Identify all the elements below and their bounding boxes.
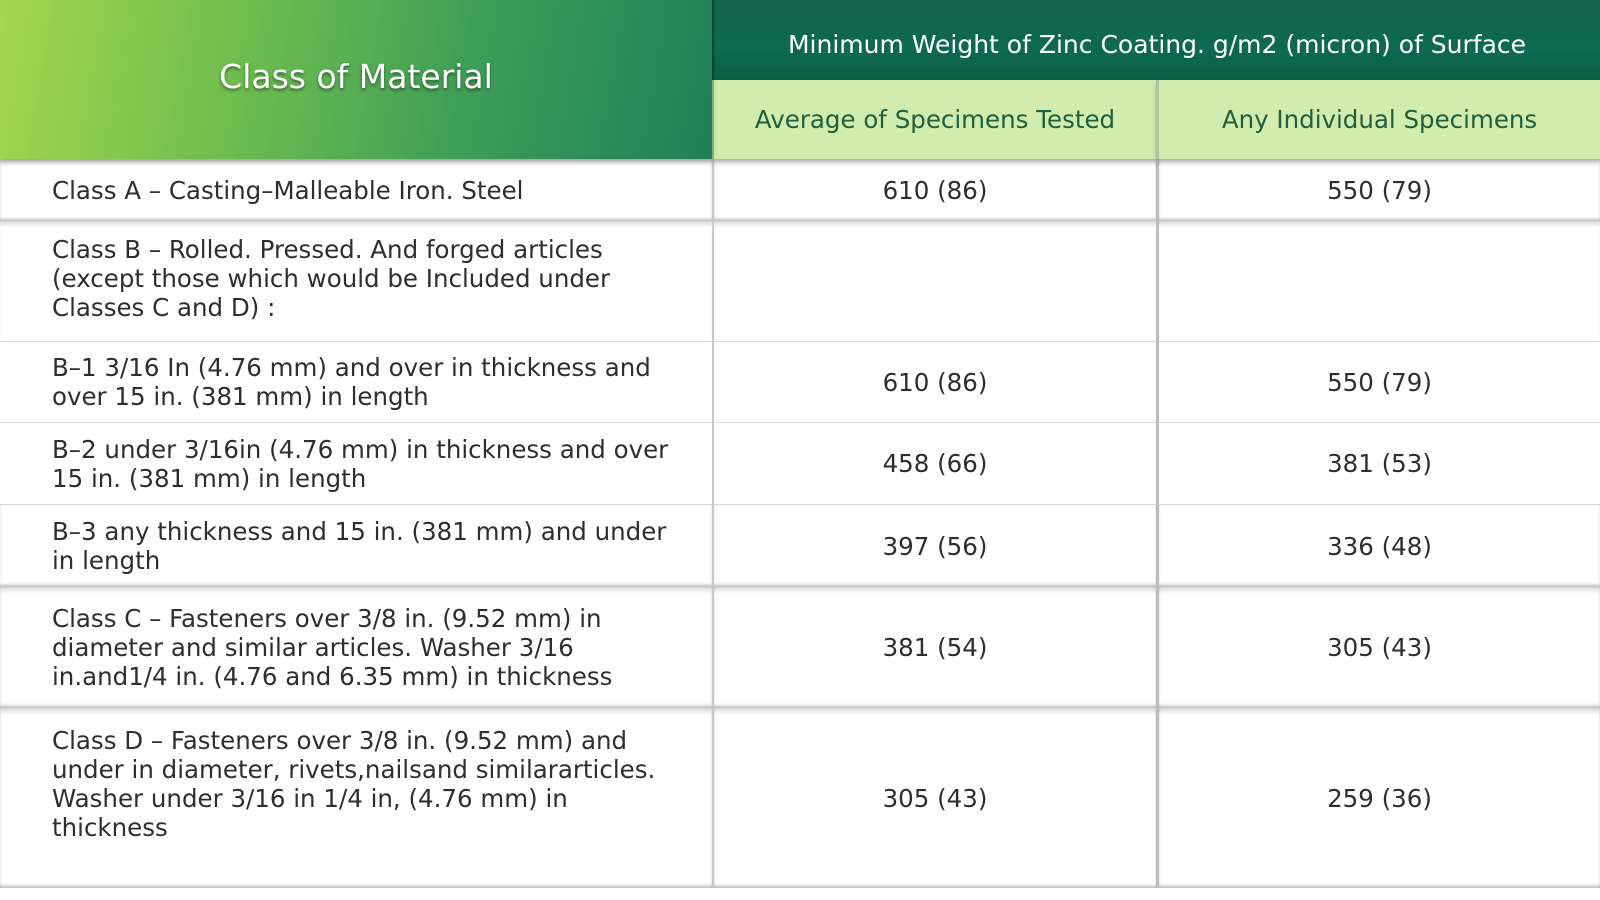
class-of-material-header: Class of Material [0, 0, 712, 159]
table-row-individual: 305 (43) [1156, 587, 1600, 708]
table-row-individual [1156, 221, 1600, 342]
table-row-average: 458 (66) [712, 423, 1156, 505]
table-row-average: 610 (86) [712, 342, 1156, 423]
table-row-material: B–1 3/16 In (4.76 mm) and over in thickn… [0, 342, 712, 423]
table-row-average: 397 (56) [712, 505, 1156, 587]
table-row-average: 305 (43) [712, 708, 1156, 888]
table-row-material: Class D – Fasteners over 3/8 in. (9.52 m… [0, 708, 712, 888]
table-row-material: B–2 under 3/16in (4.76 mm) in thickness … [0, 423, 712, 505]
individual-specimens-header: Any Individual Specimens [1156, 80, 1600, 159]
table-row-individual: 550 (79) [1156, 159, 1600, 221]
table-row-average: 610 (86) [712, 159, 1156, 221]
table-row-average: 381 (54) [712, 587, 1156, 708]
table-row-material: Class C – Fasteners over 3/8 in. (9.52 m… [0, 587, 712, 708]
table-row-average [712, 221, 1156, 342]
table-row-material: B–3 any thickness and 15 in. (381 mm) an… [0, 505, 712, 587]
table-row-material: Class A – Casting–Malleable Iron. Steel [0, 159, 712, 221]
minimum-weight-header: Minimum Weight of Zinc Coating. g/m2 (mi… [712, 0, 1600, 80]
table-row-individual: 259 (36) [1156, 708, 1600, 888]
table-row-individual: 336 (48) [1156, 505, 1600, 587]
average-specimens-header: Average of Specimens Tested [712, 80, 1156, 159]
table-row-material: Class B – Rolled. Pressed. And forged ar… [0, 221, 712, 342]
table-row-individual: 550 (79) [1156, 342, 1600, 423]
table-row-individual: 381 (53) [1156, 423, 1600, 505]
